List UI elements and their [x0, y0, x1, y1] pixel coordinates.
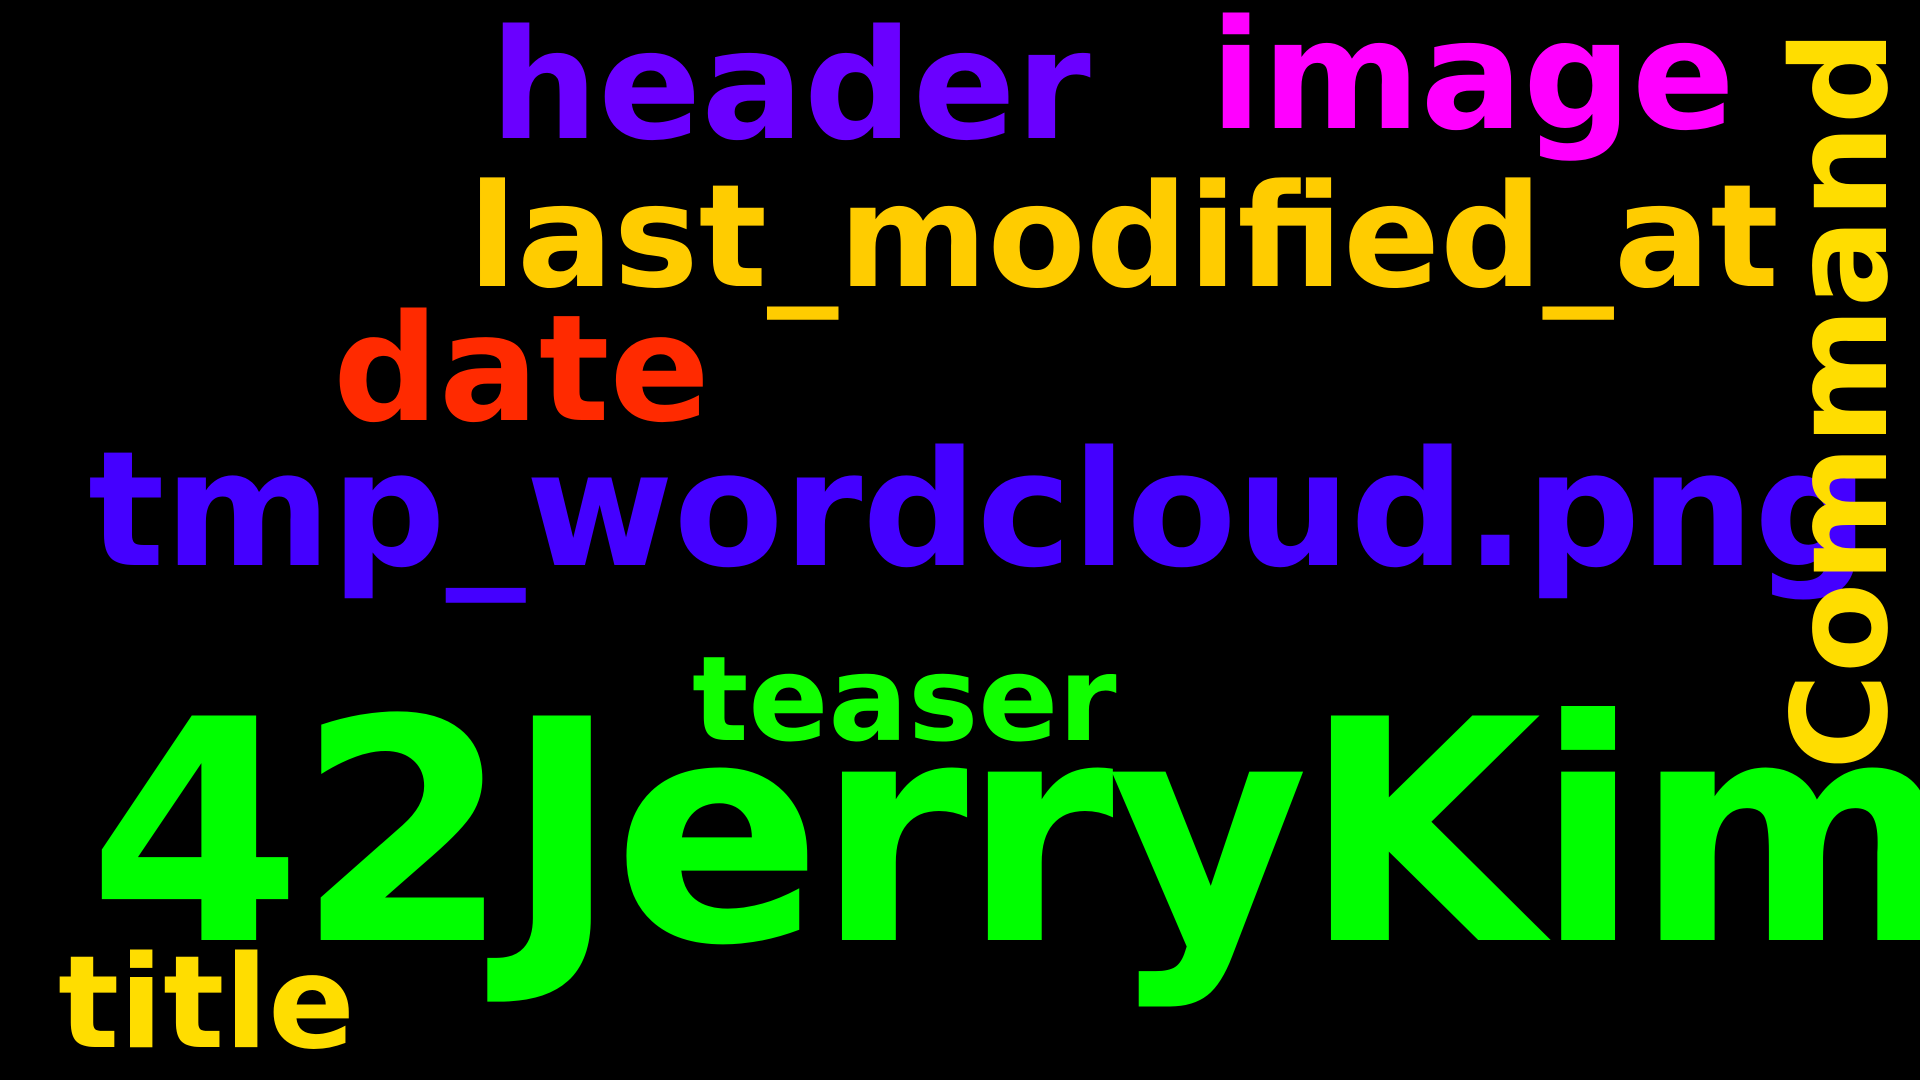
word-date: date [333, 283, 710, 455]
word-teaser: teaser [692, 630, 1117, 768]
word-image: image [1210, 0, 1735, 164]
word-command: Command [1764, 29, 1918, 770]
word-42jerrykim: 42JerryKim [88, 654, 1920, 1013]
word-header: header [490, 0, 1091, 174]
word-last-modified-at: last_modified_at [468, 153, 1779, 320]
word-title: title [58, 929, 355, 1078]
word-tmp-wordcloud-png: tmp_wordcloud.png [88, 416, 1869, 603]
